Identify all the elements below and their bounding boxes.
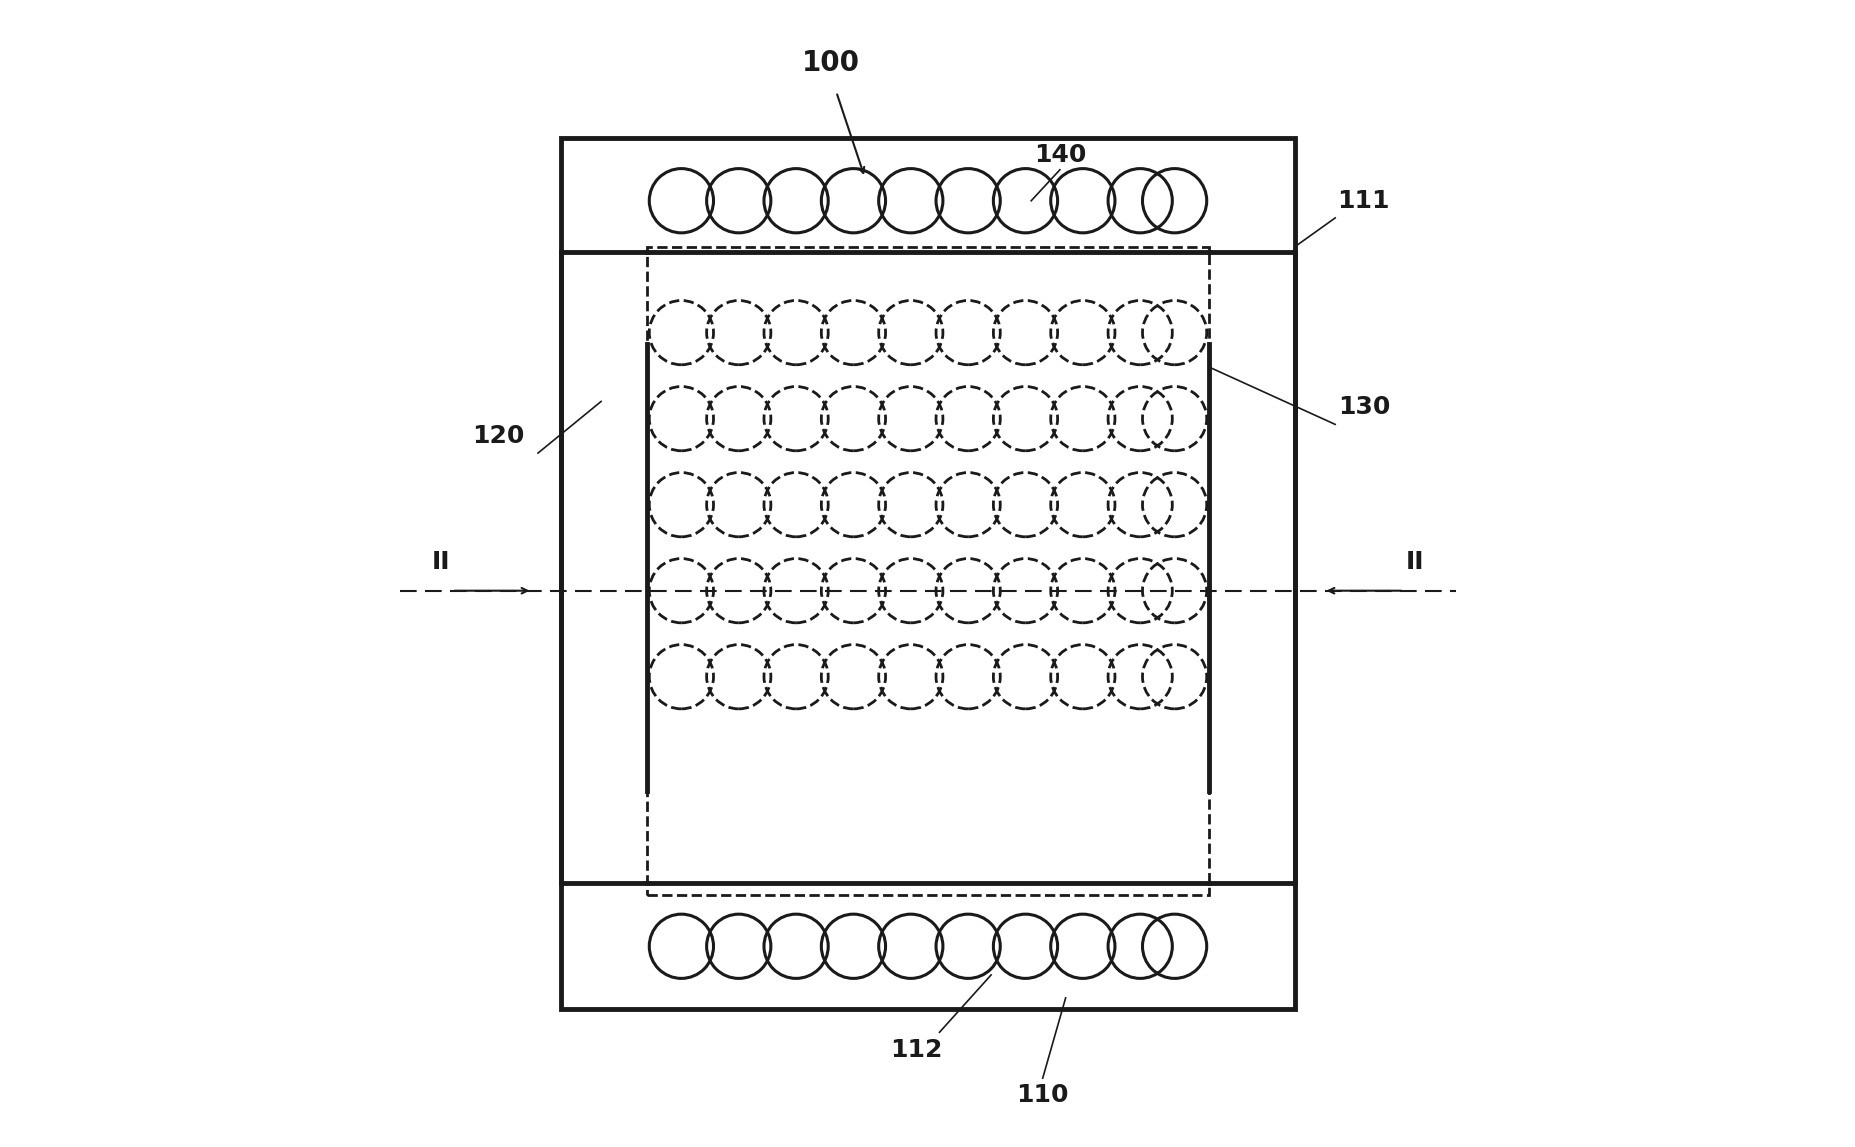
Text: 100: 100 <box>801 49 859 77</box>
Text: 111: 111 <box>1337 189 1389 212</box>
Text: 110: 110 <box>1017 1084 1068 1107</box>
Bar <box>647 247 1208 895</box>
Text: II: II <box>1406 551 1425 574</box>
Text: II: II <box>430 551 449 574</box>
Text: 120: 120 <box>471 424 523 447</box>
Text: 140: 140 <box>1033 143 1085 166</box>
Text: 112: 112 <box>890 1038 942 1061</box>
Text: 130: 130 <box>1337 396 1389 419</box>
Bar <box>560 138 1295 1009</box>
